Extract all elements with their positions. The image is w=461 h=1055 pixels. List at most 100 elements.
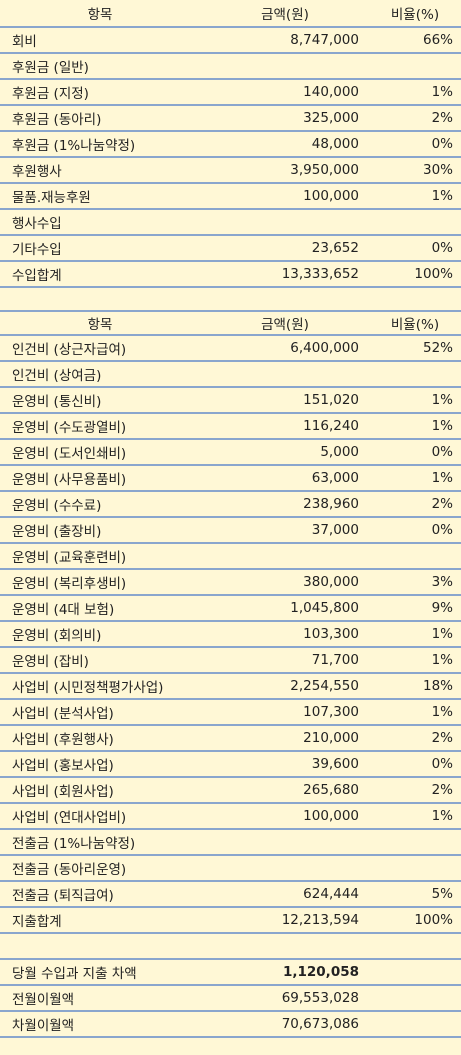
expense-amount: 5,000 [320,444,359,460]
expense-item: 운영비 (교육훈련비) [12,550,127,566]
income-ratio: 1% [431,188,453,204]
expense-amount: 116,240 [303,418,359,434]
expense-row: 운영비 (복리후생비) 380,000 3% [0,570,461,596]
expense-row: 전출금 (1%나눔약정) [0,830,461,856]
income-header-amount: 금액(원) [261,7,309,23]
expense-amount: 265,680 [303,782,359,798]
income-amount: 13,333,652 [281,266,359,282]
expense-item: 사업비 (회원사업) [12,784,114,800]
expense-item: 인건비 (상근자급여) [12,342,127,358]
expense-ratio: 1% [431,392,453,408]
expense-amount: 107,300 [303,704,359,720]
expense-row: 운영비 (교육훈련비) [0,544,461,570]
summary-table: 당월 수입과 지출 차액 1,120,058 전월이월액 69,553,028 차월이월… [0,960,461,1038]
income-row: 회비 8,747,000 66% [0,28,461,54]
summary-row: 당월 수입과 지출 차액 1,120,058 [0,960,461,986]
expense-item: 사업비 (시민정책평가사업) [12,680,164,696]
expense-table: 항목 금액(원) 비율(%) 인건비 (상근자급여) 6,400,000 52% 인건… [0,310,461,934]
expense-item: 운영비 (수도광열비) [12,420,127,436]
expense-amount: 380,000 [303,574,359,590]
summary-item: 전월이월액 [12,992,75,1008]
expense-ratio: 1% [431,418,453,434]
expense-item: 인건비 (상여금) [12,368,102,384]
income-header-item: 항목 [87,7,113,23]
expense-header-ratio: 비율(%) [390,317,440,333]
expense-amount: 151,020 [303,392,359,408]
expense-item: 운영비 (잡비) [12,654,89,670]
income-item: 후원금 (1%나눔약정) [12,138,136,154]
expense-header-amount: 금액(원) [261,317,309,333]
expense-item: 사업비 (홍보사업) [12,758,114,774]
expense-ratio: 1% [431,704,453,720]
expense-row: 지출합계 12,213,594 100% [0,908,461,934]
summary-amount: 1,120,058 [282,964,359,980]
expense-row: 사업비 (연대사업비) 100,000 1% [0,804,461,830]
income-row: 기타수입 23,652 0% [0,236,461,262]
income-row: 후원금 (1%나눔약정) 48,000 0% [0,132,461,158]
expense-row: 운영비 (4대 보험) 1,045,800 9% [0,596,461,622]
income-header-row: 항목 금액(원) 비율(%) [0,0,461,28]
income-row: 물품.재능후원 100,000 1% [0,184,461,210]
income-row: 행사수입 [0,210,461,236]
income-amount: 8,747,000 [290,32,359,48]
income-item: 수입합계 [12,268,62,284]
summary-row: 차월이월액 70,673,086 [0,1012,461,1038]
income-amount: 3,950,000 [290,162,359,178]
income-ratio: 100% [414,266,453,282]
expense-ratio: 0% [431,756,453,772]
income-table: 항목 금액(원) 비율(%) 회비 8,747,000 66% 후원금 (일반) 후원금… [0,0,461,288]
expense-ratio: 1% [431,626,453,642]
income-row: 후원금 (동아리) 325,000 2% [0,106,461,132]
expense-row: 운영비 (출장비) 37,000 0% [0,518,461,544]
expense-item: 전출금 (동아리운영) [12,862,127,878]
section-gap [0,934,461,960]
income-item: 기타수입 [12,242,62,258]
summary-row: 전월이월액 69,553,028 [0,986,461,1012]
expense-ratio: 100% [414,912,453,928]
expense-amount: 238,960 [303,496,359,512]
expense-item: 지출합계 [12,914,62,930]
expense-amount: 39,600 [311,756,359,772]
expense-item: 전출금 (1%나눔약정) [12,836,136,852]
income-row: 후원금 (일반) [0,54,461,80]
expense-amount: 63,000 [311,470,359,486]
expense-row: 사업비 (후원행사) 210,000 2% [0,726,461,752]
expense-item: 운영비 (복리후생비) [12,576,127,592]
expense-ratio: 2% [431,782,453,798]
expense-row: 운영비 (잡비) 71,700 1% [0,648,461,674]
income-amount: 100,000 [303,188,359,204]
expense-ratio: 3% [431,574,453,590]
section-gap [0,288,461,310]
income-row: 수입합계 13,333,652 100% [0,262,461,288]
expense-amount: 12,213,594 [281,912,359,928]
expense-header-row: 항목 금액(원) 비율(%) [0,310,461,336]
income-header-ratio: 비율(%) [390,7,440,23]
income-ratio: 0% [431,136,453,152]
income-amount: 48,000 [311,136,359,152]
expense-item: 운영비 (통신비) [12,394,102,410]
expense-header-item: 항목 [87,317,113,333]
income-item: 회비 [12,34,37,50]
income-ratio: 1% [431,84,453,100]
income-amount: 23,652 [311,240,359,256]
expense-row: 전출금 (동아리운영) [0,856,461,882]
expense-amount: 100,000 [303,808,359,824]
income-item: 후원금 (일반) [12,60,89,76]
income-amount: 325,000 [303,110,359,126]
expense-amount: 71,700 [311,652,359,668]
expense-row: 전출금 (퇴직급여) 624,444 5% [0,882,461,908]
expense-ratio: 0% [431,444,453,460]
expense-row: 사업비 (회원사업) 265,680 2% [0,778,461,804]
expense-item: 운영비 (도서인쇄비) [12,446,127,462]
expense-row: 운영비 (수수료) 238,960 2% [0,492,461,518]
expense-item: 운영비 (수수료) [12,498,102,514]
income-item: 후원행사 [12,164,62,180]
expense-row: 운영비 (수도광열비) 116,240 1% [0,414,461,440]
expense-row: 운영비 (도서인쇄비) 5,000 0% [0,440,461,466]
expense-amount: 6,400,000 [290,340,359,356]
income-ratio: 66% [422,32,453,48]
expense-amount: 1,045,800 [290,600,359,616]
expense-ratio: 0% [431,522,453,538]
income-ratio: 2% [431,110,453,126]
